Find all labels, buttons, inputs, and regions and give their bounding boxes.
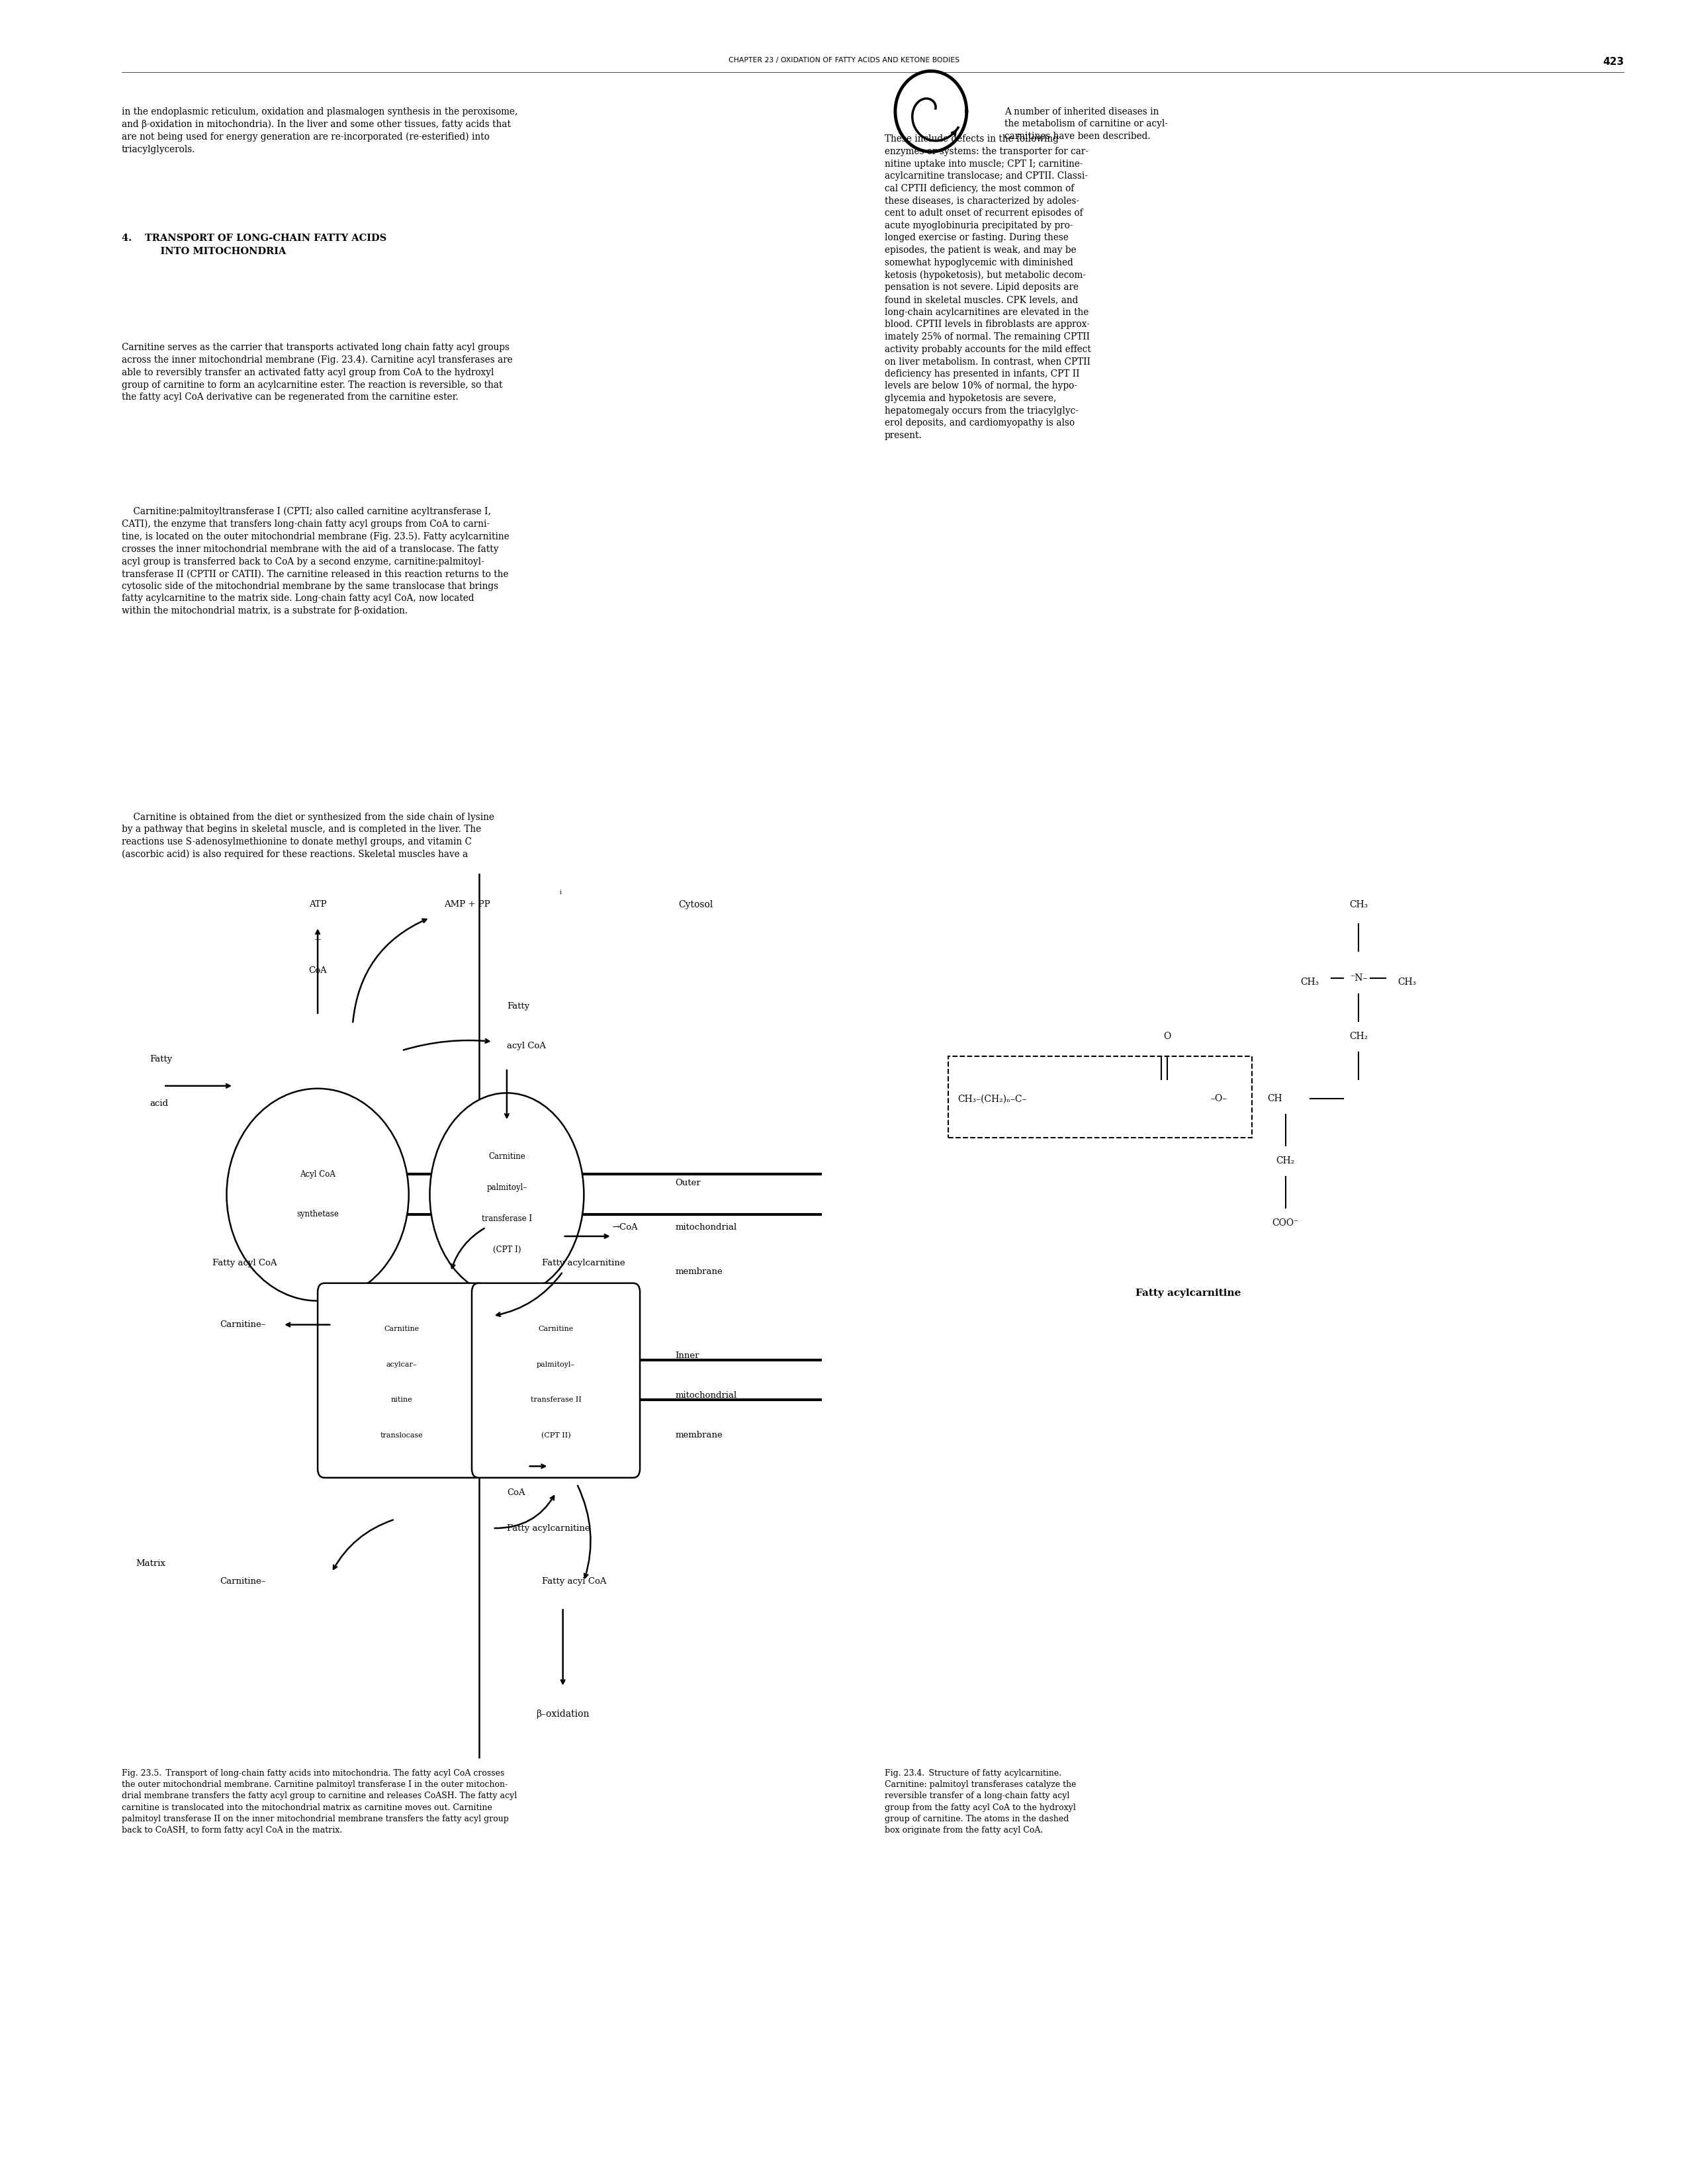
Text: Inner: Inner [675, 1352, 699, 1361]
Text: CH₃: CH₃ [1349, 900, 1367, 909]
Text: Fig. 23.4. Structure of fatty acylcarnitine.
Carnitine: palmitoyl transferases c: Fig. 23.4. Structure of fatty acylcarnit… [885, 1769, 1075, 1835]
Text: Carnitine: Carnitine [488, 1153, 525, 1162]
Text: CoA: CoA [309, 968, 327, 974]
Text: Outer: Outer [675, 1179, 701, 1188]
Text: Fatty acyl CoA: Fatty acyl CoA [542, 1577, 606, 1586]
Text: COO⁻: COO⁻ [1273, 1219, 1300, 1227]
Text: nitine: nitine [392, 1396, 412, 1402]
Text: Carnitine:palmitoyltransferase I (CPTI; also called carnitine acyltransferase I,: Carnitine:palmitoyltransferase I (CPTI; … [122, 507, 510, 616]
Text: Fatty acylcarnitine: Fatty acylcarnitine [1136, 1289, 1241, 1297]
Text: ⁻N–: ⁻N– [1350, 974, 1367, 983]
Text: ATP: ATP [309, 900, 326, 909]
Text: Acyl CoA: Acyl CoA [300, 1171, 336, 1179]
Text: (CPT I): (CPT I) [493, 1245, 522, 1254]
Text: CH: CH [1268, 1094, 1283, 1103]
Text: mitochondrial: mitochondrial [675, 1223, 736, 1232]
Text: in the endoplasmic reticulum, oxidation and plasmalogen synthesis in the peroxis: in the endoplasmic reticulum, oxidation … [122, 107, 518, 155]
Text: Fatty: Fatty [506, 1002, 530, 1011]
Text: CH₂: CH₂ [1276, 1155, 1295, 1166]
Text: Carnitine: Carnitine [538, 1326, 574, 1332]
Text: 423: 423 [1602, 57, 1624, 68]
Text: Fig. 23.5. Transport of long-chain fatty acids into mitochondria. The fatty acyl: Fig. 23.5. Transport of long-chain fatty… [122, 1769, 517, 1835]
Text: mitochondrial: mitochondrial [675, 1391, 736, 1400]
Text: CH₂: CH₂ [1349, 1033, 1367, 1042]
Text: →CoA: →CoA [613, 1223, 638, 1232]
Ellipse shape [430, 1092, 584, 1297]
FancyBboxPatch shape [473, 1284, 640, 1479]
FancyBboxPatch shape [317, 1284, 486, 1479]
Text: Fatty acylcarnitine: Fatty acylcarnitine [542, 1258, 625, 1267]
Text: β–oxidation: β–oxidation [537, 1710, 589, 1719]
Text: acyl CoA: acyl CoA [506, 1042, 545, 1051]
Text: synthetase: synthetase [297, 1210, 339, 1219]
Text: CH₃–(CH₂)ₙ–C–: CH₃–(CH₂)ₙ–C– [957, 1094, 1026, 1103]
Text: +: + [314, 935, 321, 943]
Text: Cytosol: Cytosol [679, 900, 714, 909]
Text: translocase: translocase [380, 1433, 424, 1439]
Text: Carnitine–: Carnitine– [219, 1321, 265, 1330]
Text: 4.  TRANSPORT OF LONG-CHAIN FATTY ACIDS
    INTO MITOCHONDRIA: 4. TRANSPORT OF LONG-CHAIN FATTY ACIDS I… [122, 234, 387, 256]
Text: Fatty acyl CoA: Fatty acyl CoA [213, 1258, 277, 1267]
Text: acylcar–: acylcar– [387, 1361, 417, 1367]
Text: CHAPTER 23 / OXIDATION OF FATTY ACIDS AND KETONE BODIES: CHAPTER 23 / OXIDATION OF FATTY ACIDS AN… [729, 57, 959, 63]
Text: CoA: CoA [506, 1489, 525, 1496]
Text: Carnitine serves as the carrier that transports activated long chain fatty acyl : Carnitine serves as the carrier that tra… [122, 343, 513, 402]
Text: Carnitine is obtained from the diet or synthesized from the side chain of lysine: Carnitine is obtained from the diet or s… [122, 812, 495, 858]
Text: Matrix: Matrix [135, 1559, 165, 1568]
Text: membrane: membrane [675, 1267, 722, 1275]
Text: transferase I: transferase I [481, 1214, 532, 1223]
Text: Fatty acylcarnitine: Fatty acylcarnitine [506, 1524, 589, 1533]
Text: (CPT II): (CPT II) [542, 1433, 571, 1439]
Text: O: O [1163, 1033, 1171, 1042]
Text: i: i [559, 889, 562, 895]
Ellipse shape [226, 1088, 408, 1302]
Text: acid: acid [150, 1099, 169, 1107]
Text: CH₃: CH₃ [1300, 978, 1320, 987]
Text: Fatty: Fatty [150, 1055, 172, 1064]
Text: membrane: membrane [675, 1431, 722, 1439]
Text: Carnitine: Carnitine [385, 1326, 419, 1332]
Bar [949, 1057, 1252, 1138]
Text: –O–: –O– [1210, 1094, 1227, 1103]
Text: palmitoyl–: palmitoyl– [537, 1361, 576, 1367]
Text: A number of inherited diseases in
the metabolism of carnitine or acyl-
carnitine: A number of inherited diseases in the me… [1004, 107, 1168, 142]
Text: These include defects in the following
enzymes or systems: the transporter for c: These include defects in the following e… [885, 135, 1090, 439]
Text: Carnitine–: Carnitine– [219, 1577, 265, 1586]
Text: AMP + PP: AMP + PP [444, 900, 490, 909]
Text: transferase II: transferase II [530, 1396, 581, 1402]
Text: CH₃: CH₃ [1398, 978, 1416, 987]
Text: palmitoyl–: palmitoyl– [486, 1184, 527, 1192]
